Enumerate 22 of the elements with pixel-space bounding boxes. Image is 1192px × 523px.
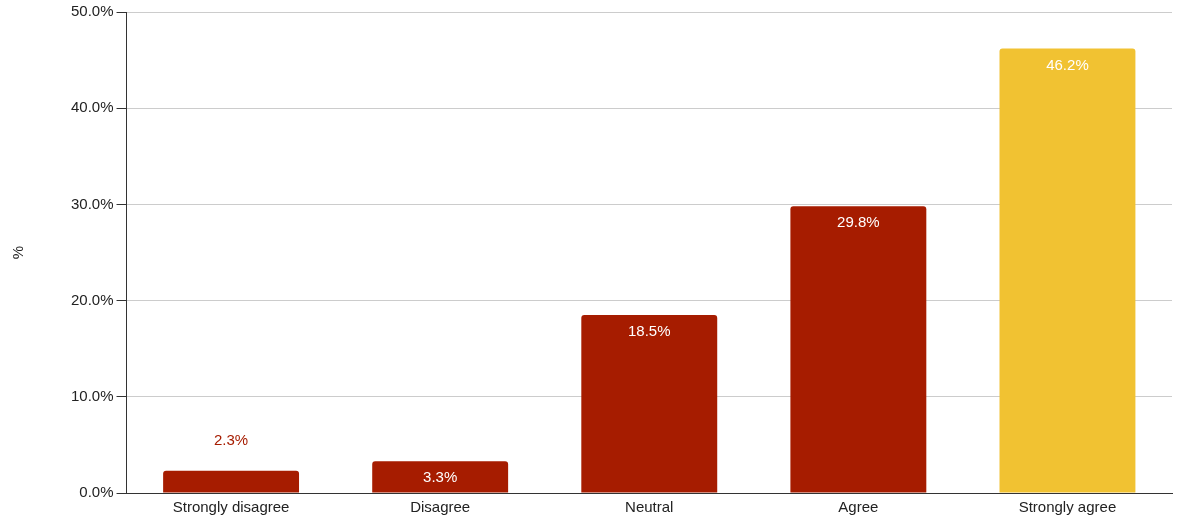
data-label: 18.5% [627,322,671,340]
x-tick-label: Agree [838,498,879,516]
bar [163,470,300,493]
y-tick-label: 20.0% [70,290,114,308]
x-tick-label: Neutral [625,498,674,516]
y-tick-label: 40.0% [70,98,114,116]
data-label: 2.3% [213,431,249,449]
x-tick-label: Disagree [410,498,471,516]
data-label: 29.8% [837,213,880,231]
x-tick-label: Strongly agree [1018,498,1117,516]
y-tick-label: 10.0% [70,386,114,404]
x-tick-label: Strongly disagree [172,498,290,516]
y-tick-label: 30.0% [70,194,114,212]
bar [581,315,718,493]
data-label: 3.3% [423,468,458,486]
y-axis-title: % [9,245,27,260]
bar [999,48,1136,493]
y-tick-label: 50.0% [70,2,114,20]
bar [372,461,509,493]
bar [790,206,927,493]
y-tick-label: 0.0% [79,483,114,501]
data-label: 46.2% [1046,55,1089,73]
